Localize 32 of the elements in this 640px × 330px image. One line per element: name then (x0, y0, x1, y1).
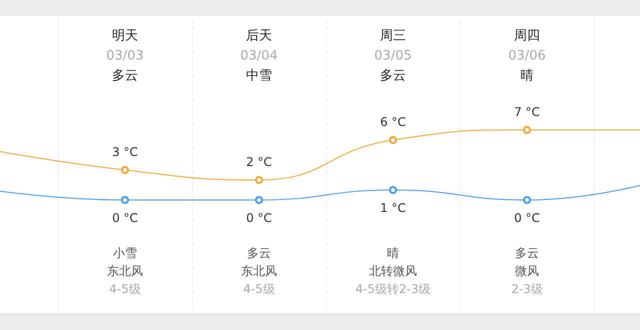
text: 东北风 (107, 264, 143, 278)
x-tick-label: 明天 03/03 多云 (106, 28, 144, 84)
point (121, 166, 129, 174)
text: 微风 (515, 264, 539, 278)
point (523, 196, 531, 204)
data-label: 3 °C (112, 145, 138, 159)
text: 北转微风 (369, 264, 417, 278)
data-label: 2 °C (246, 155, 272, 169)
text: 4-5级 (243, 282, 275, 296)
text: 4-5级 (109, 282, 141, 296)
text: 小雪 (113, 246, 137, 260)
text: 晴 (387, 246, 399, 260)
x-tick-label: 周三 03/05 多云 (374, 28, 412, 84)
text: 多云 (515, 246, 539, 260)
point (255, 176, 263, 184)
x-tick-label: 周四 03/06 晴 (508, 28, 546, 84)
data-label: 7 °C (514, 105, 540, 119)
point (255, 196, 263, 204)
text: 东北风 (241, 264, 277, 278)
text: 4-5级转2-3级 (355, 282, 431, 296)
data-label: 0 °C (112, 211, 138, 225)
x-tick-label: 后天 03/04 中雪 (240, 28, 278, 84)
text: 2-3级 (511, 282, 543, 296)
point (389, 186, 397, 194)
text: 多云 (247, 246, 271, 260)
data-label: 0 °C (246, 211, 272, 225)
point (523, 126, 531, 134)
data-label: 0 °C (514, 211, 540, 225)
data-label: 6 °C (380, 115, 406, 129)
data-label: 1 °C (380, 201, 406, 215)
point (389, 136, 397, 144)
point (121, 196, 129, 204)
